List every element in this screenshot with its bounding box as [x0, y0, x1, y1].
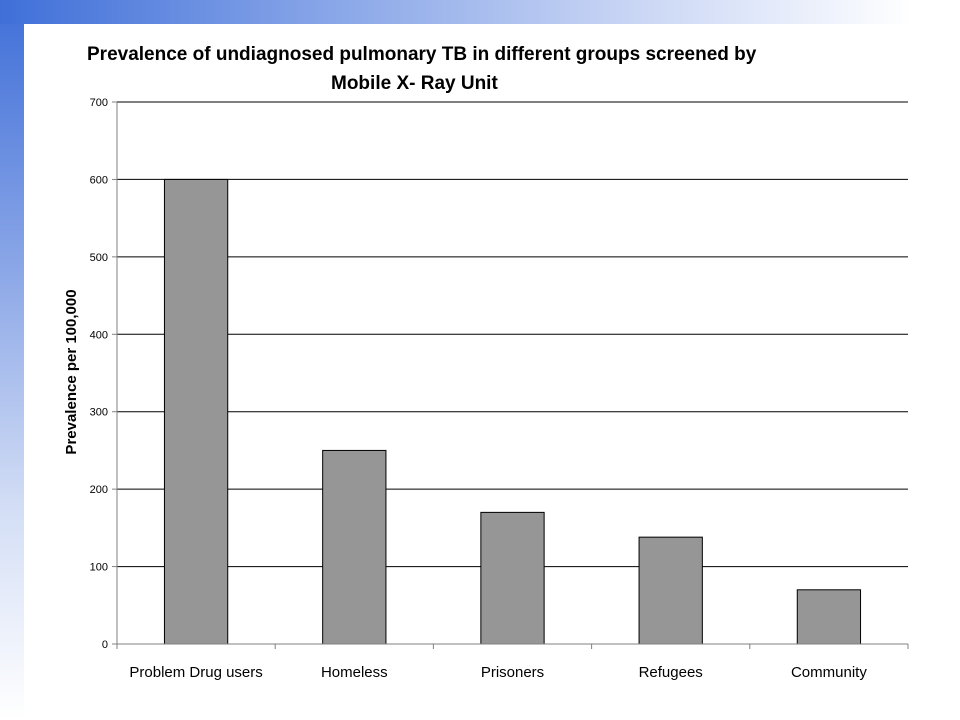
- y-tick-label: 200: [90, 484, 108, 496]
- y-tick-label: 600: [90, 174, 108, 186]
- bar-refugees: [638, 536, 703, 645]
- bar-problem-drug-users: [163, 178, 229, 645]
- y-tick-label: 500: [90, 252, 108, 264]
- x-tick-label: Refugees: [639, 664, 703, 681]
- axes: [112, 101, 909, 649]
- bars: [163, 178, 862, 645]
- y-tick-labels: 0 100 200 300 400 500 600 700: [90, 97, 108, 651]
- x-tick-label: Community: [791, 664, 867, 681]
- bar-community: [796, 589, 862, 645]
- y-tick-label: 0: [102, 639, 108, 651]
- y-axis-label: Prevalence per 100,000: [63, 289, 80, 454]
- chart-title-line-1: Prevalence of undiagnosed pulmonary TB i…: [87, 44, 757, 65]
- x-tick-label: Prisoners: [481, 664, 544, 681]
- y-tick-label: 300: [90, 407, 108, 419]
- x-tick-labels: Problem Drug users Homeless Prisoners Refug…: [129, 664, 867, 681]
- y-tick-label: 400: [90, 329, 108, 341]
- bar-prisoners: [480, 511, 545, 645]
- y-tick-label: 700: [90, 97, 108, 109]
- chart-title-line-2: Mobile X- Ray Unit: [331, 73, 498, 94]
- bar-homeless: [322, 449, 387, 645]
- x-tick-label: Homeless: [321, 664, 388, 681]
- y-tick-label: 100: [90, 562, 108, 574]
- x-tick-label: Problem Drug users: [129, 664, 262, 681]
